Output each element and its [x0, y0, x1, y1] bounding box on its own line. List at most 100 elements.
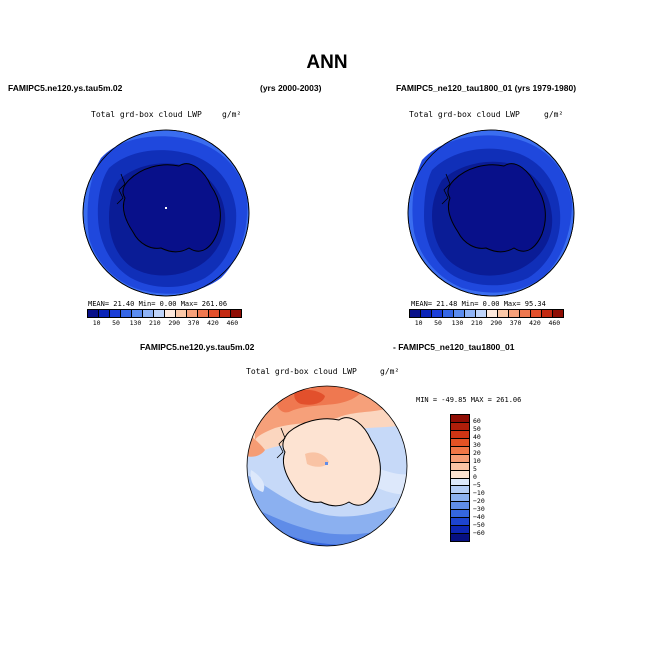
colorbar-swatch — [542, 310, 553, 317]
colorbar-swatch — [451, 526, 469, 535]
colorbar-swatch — [520, 310, 531, 317]
diff-polar-map — [246, 385, 408, 547]
colorbar-swatch — [451, 510, 469, 519]
colorbar-swatch — [454, 310, 465, 317]
colorbar-tick-label: 290 — [490, 319, 503, 327]
colorbar-tick-label: 210 — [470, 319, 483, 327]
right-case-name: FAMIPC5_ne120_tau1800_01 (yrs 1979-1980) — [396, 83, 577, 93]
diff-colorbar-swatches — [450, 414, 470, 542]
colorbar-swatch — [451, 462, 469, 471]
colorbar-tick-label: −50 — [473, 521, 485, 529]
left-variable-label: Total grd-box cloud LWP — [91, 110, 202, 119]
colorbar-tick-label: 10 — [414, 319, 423, 327]
colorbar-swatch — [487, 310, 498, 317]
colorbar-swatch — [509, 310, 520, 317]
right-colorbar-labels: 10 50 130 210 290 370 420 460 — [409, 318, 564, 328]
colorbar-swatch — [165, 310, 176, 317]
colorbar-tick-label: −60 — [473, 529, 485, 537]
colorbar-swatch — [421, 310, 432, 317]
colorbar-swatch — [209, 310, 220, 317]
colorbar-swatch — [220, 310, 231, 317]
colorbar-swatch — [451, 454, 469, 463]
left-stats: MEAN= 21.40 Min= 0.00 Max= 261.06 — [88, 300, 228, 308]
colorbar-swatch — [99, 310, 110, 317]
colorbar-tick-label: −30 — [473, 505, 485, 513]
colorbar-swatch — [410, 310, 421, 317]
colorbar-tick-label: 20 — [473, 449, 481, 457]
diff-case-a: FAMIPC5.ne120.ys.tau5m.02 — [140, 342, 255, 352]
colorbar-swatch — [451, 446, 469, 455]
colorbar-swatch — [451, 470, 469, 479]
diff-colorbar — [450, 414, 470, 542]
left-colorbar: 10 50 130 210 290 370 420 460 — [87, 309, 242, 328]
colorbar-swatch — [432, 310, 443, 317]
diff-colorbar-labels: 60 50 40 30 20 10 5 0 −5 −10 −20 −30 −40 −50 −60 — [473, 414, 503, 542]
colorbar-swatch — [176, 310, 187, 317]
plot-title: ANN — [306, 52, 348, 73]
colorbar-swatch — [88, 310, 99, 317]
colorbar-tick-label: 50 — [473, 425, 481, 433]
left-units-label: g/m² — [222, 110, 242, 119]
colorbar-swatch — [451, 518, 469, 527]
colorbar-swatch — [451, 486, 469, 495]
colorbar-tick-label: 130 — [129, 319, 142, 327]
colorbar-swatch — [198, 310, 209, 317]
colorbar-tick-label: 0 — [473, 473, 477, 481]
colorbar-tick-label: −20 — [473, 497, 485, 505]
colorbar-tick-label: 370 — [187, 319, 200, 327]
colorbar-tick-label: 30 — [473, 441, 481, 449]
diff-variable-label: Total grd-box cloud LWP — [246, 367, 357, 376]
colorbar-tick-label: 290 — [168, 319, 181, 327]
colorbar-swatch — [231, 310, 241, 317]
colorbar-tick-label: 10 — [92, 319, 101, 327]
colorbar-swatch — [498, 310, 509, 317]
colorbar-tick-label: 420 — [529, 319, 541, 327]
right-colorbar-swatches — [409, 309, 564, 318]
right-units-label: g/m² — [544, 110, 564, 119]
diff-units-label: g/m² — [380, 367, 400, 376]
colorbar-swatch — [154, 310, 165, 317]
colorbar-swatch — [451, 502, 469, 511]
colorbar-swatch — [451, 438, 469, 447]
colorbar-swatch — [476, 310, 487, 317]
diff-case-b: - FAMIPC5_ne120_tau1800_01 — [393, 342, 515, 352]
right-colorbar: 10 50 130 210 290 370 420 460 — [409, 309, 564, 328]
left-case-name: FAMIPC5.ne120.ys.tau5m.02 — [8, 83, 123, 93]
colorbar-swatch — [451, 494, 469, 503]
right-polar-map — [407, 129, 575, 297]
colorbar-swatch — [132, 310, 143, 317]
colorbar-swatch — [110, 310, 121, 317]
colorbar-swatch — [451, 422, 469, 431]
colorbar-tick-label: 10 — [473, 457, 481, 465]
colorbar-tick-label: 460 — [548, 319, 561, 327]
left-colorbar-swatches — [87, 309, 242, 318]
right-stats: MEAN= 21.48 Min= 0.00 Max= 95.34 — [411, 300, 546, 308]
colorbar-swatch — [553, 310, 563, 317]
colorbar-tick-label: 210 — [148, 319, 161, 327]
colorbar-swatch — [443, 310, 454, 317]
colorbar-tick-label: −5 — [473, 481, 481, 489]
colorbar-tick-label: 60 — [473, 417, 481, 425]
colorbar-swatch — [121, 310, 132, 317]
colorbar-swatch — [451, 415, 469, 423]
colorbar-tick-label: 50 — [112, 319, 120, 327]
colorbar-tick-label: −40 — [473, 513, 485, 521]
colorbar-tick-label: 460 — [226, 319, 239, 327]
colorbar-swatch — [451, 430, 469, 439]
colorbar-swatch — [143, 310, 154, 317]
left-years: (yrs 2000-2003) — [260, 83, 322, 93]
colorbar-swatch — [451, 478, 469, 487]
colorbar-swatch — [531, 310, 542, 317]
colorbar-tick-label: 5 — [473, 465, 477, 473]
colorbar-tick-label: 420 — [207, 319, 219, 327]
left-colorbar-labels: 10 50 130 210 290 370 420 460 — [87, 318, 242, 328]
colorbar-tick-label: 370 — [509, 319, 522, 327]
colorbar-tick-label: 40 — [473, 433, 481, 441]
left-polar-map — [82, 129, 250, 297]
colorbar-tick-label: 130 — [451, 319, 464, 327]
colorbar-tick-label: 50 — [434, 319, 442, 327]
colorbar-swatch — [451, 534, 469, 541]
diff-stats: MIN = -49.85 MAX = 261.06 — [416, 396, 522, 404]
colorbar-tick-label: −10 — [473, 489, 485, 497]
right-variable-label: Total grd-box cloud LWP — [409, 110, 520, 119]
